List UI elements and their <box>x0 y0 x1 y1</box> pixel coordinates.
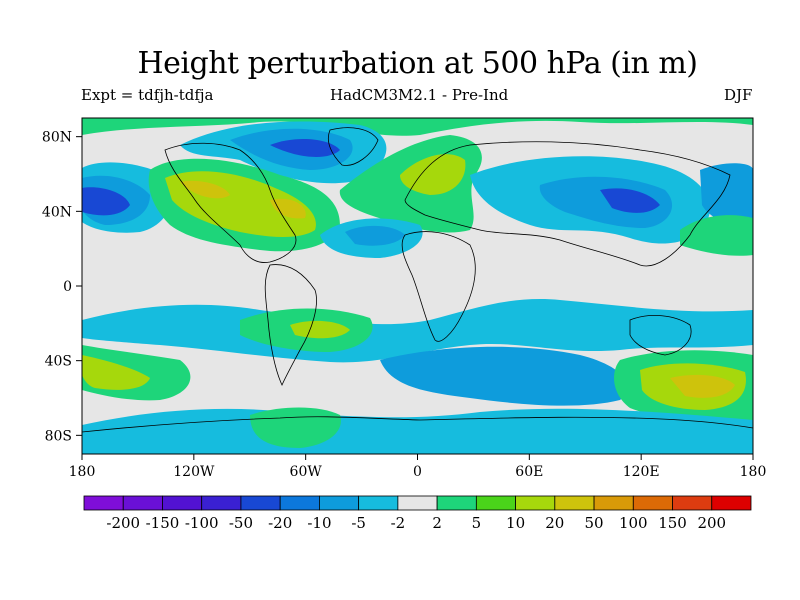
contour-positive-arctic <box>82 118 753 136</box>
lon-tick-label: 0 <box>413 464 422 480</box>
contour-negative-sindian <box>380 346 628 406</box>
lat-tick-label: 40N <box>42 204 72 220</box>
contour-negative-nepacific <box>700 163 753 226</box>
lon-tick-label: 120E <box>623 464 660 480</box>
contour-positive-saust-core <box>670 374 735 398</box>
colorbar-swatch <box>554 495 595 511</box>
coast-antarctica <box>82 416 753 433</box>
colorbar-label: -5 <box>351 514 366 532</box>
colorbar-label: 5 <box>472 514 482 532</box>
colorbar: -200 -150 -100 -50 -20 -10 -5 -2 2 5 10 20 50 100 150 2… <box>83 495 752 532</box>
contour-negative-asia-inner <box>600 188 660 213</box>
coast-greenland <box>327 127 379 166</box>
experiment-label: Expt = tdfjh-tdfja <box>81 86 214 104</box>
contour-positive-pacific-north <box>680 215 753 256</box>
colorbar-label: 10 <box>506 514 525 532</box>
contour-field <box>82 118 753 454</box>
contour-negative-npacific-inner <box>82 187 130 216</box>
colorbar-label: 50 <box>585 514 604 532</box>
colorbar-label: 150 <box>658 514 687 532</box>
colorbar-label: -10 <box>307 514 331 532</box>
colorbar-swatch <box>279 495 320 511</box>
colorbar-label: -200 <box>106 514 140 532</box>
coast-australia <box>629 315 692 356</box>
colorbar-swatch <box>515 495 556 511</box>
model-label: HadCM3M2.1 - Pre-Ind <box>330 86 509 104</box>
colorbar-swatch <box>319 495 360 511</box>
lat-tick-label: 0 <box>63 279 72 295</box>
plot-title: Height perturbation at 500 hPa (in m) <box>137 46 698 81</box>
lat-tick-label: 40S <box>45 354 72 370</box>
contour-positive-namerica-core <box>180 180 306 219</box>
coast-south-america <box>264 264 317 386</box>
coast-eurasia <box>404 141 731 267</box>
colorbar-swatch <box>83 495 124 511</box>
colorbar-label: 20 <box>545 514 564 532</box>
colorbar-swatch <box>632 495 673 511</box>
lat-tick-label: 80N <box>42 130 72 146</box>
colorbar-swatch <box>593 495 634 511</box>
contour-negative-asia-core <box>539 176 673 228</box>
lat-tick-label: 80S <box>45 428 72 444</box>
colorbar-swatch <box>711 495 752 511</box>
colorbar-label: -150 <box>146 514 180 532</box>
colorbar-swatch <box>475 495 516 511</box>
season-label: DJF <box>724 86 753 104</box>
colorbar-label: -50 <box>229 514 253 532</box>
colorbar-label: 2 <box>432 514 442 532</box>
colorbar-label: -100 <box>185 514 219 532</box>
contour-positive-sh-subtropic-core <box>82 355 150 390</box>
colorbar-swatch <box>397 495 438 511</box>
colorbar-label: 100 <box>619 514 648 532</box>
contour-negative-canada-inner <box>270 138 340 157</box>
contour-negative-antarctic <box>82 408 753 454</box>
longitude-axis: 180 120W 60W 0 60E 120E 180 <box>69 454 767 480</box>
contour-positive-europe-core <box>400 154 466 195</box>
lon-tick-label: 120W <box>173 464 215 480</box>
colorbar-label: 200 <box>697 514 726 532</box>
coast-africa <box>401 231 476 342</box>
colorbar-swatch <box>358 495 399 511</box>
contour-negative-catlantic-core <box>345 225 405 246</box>
colorbar-swatch <box>240 495 281 511</box>
colorbar-label: -20 <box>268 514 292 532</box>
contour-positive-satlantic-core <box>290 320 350 339</box>
latitude-axis: 80N 40N 0 40S 80S <box>42 130 82 444</box>
lon-tick-label: 180 <box>69 464 96 480</box>
colorbar-swatch <box>162 495 203 511</box>
colorbar-label: -2 <box>391 514 406 532</box>
colorbar-swatch <box>122 495 163 511</box>
colorbar-swatch <box>436 495 477 511</box>
lon-tick-label: 60W <box>290 464 323 480</box>
colorbar-swatch <box>201 495 242 511</box>
coast-north-america <box>164 142 297 263</box>
lon-tick-label: 60E <box>515 464 543 480</box>
colorbar-swatch <box>672 495 713 511</box>
coastlines <box>82 127 753 433</box>
contour-negative-sh-band <box>82 299 753 363</box>
contour-positive-antarctic-sector <box>250 407 341 448</box>
lon-tick-label: 180 <box>740 464 767 480</box>
